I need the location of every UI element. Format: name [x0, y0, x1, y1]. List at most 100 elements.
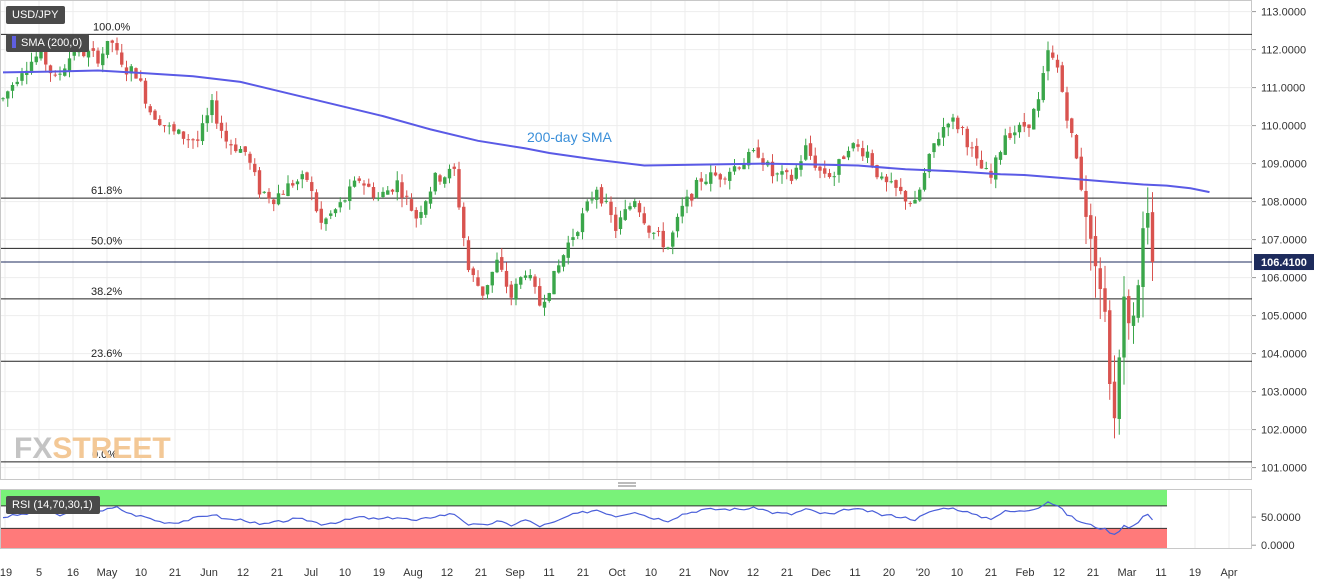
candle-body — [452, 166, 456, 169]
candle-body — [348, 186, 352, 201]
candle-body — [889, 181, 893, 183]
candle-body — [210, 100, 214, 116]
candle-body — [6, 91, 10, 99]
candle-body — [376, 197, 380, 200]
candle-body — [728, 171, 732, 181]
x-tick-label: Mar — [1118, 567, 1137, 579]
candle-body — [927, 153, 931, 173]
candle-body — [333, 209, 338, 214]
y-tick-label: 107.0000 — [1261, 235, 1307, 247]
sma-tag[interactable]: SMA (200,0) — [6, 34, 90, 52]
candle-body — [576, 232, 580, 236]
x-tick-label: 10 — [951, 567, 963, 579]
candle-body — [794, 167, 798, 179]
candle-body — [105, 40, 110, 55]
candle-body — [200, 123, 205, 142]
candle-body — [680, 205, 684, 217]
symbol-tag[interactable]: USD/JPY — [6, 6, 66, 24]
candle-body — [281, 193, 285, 195]
candle-body — [167, 125, 171, 127]
candle-body — [975, 145, 979, 159]
x-tick-label: Sep — [505, 567, 525, 579]
x-tick-label: '19 — [0, 567, 12, 579]
candle-body — [552, 270, 556, 295]
x-tick-label: Jun — [200, 567, 218, 579]
rsi-y-tick-label: 50.0000 — [1261, 512, 1301, 524]
candle-body — [44, 46, 48, 65]
candle-body — [1065, 92, 1069, 121]
candle-body — [922, 172, 927, 190]
candle-body — [979, 159, 984, 169]
candle-body — [842, 156, 846, 160]
x-tick-label: '20 — [916, 567, 930, 579]
candle-body — [215, 100, 219, 124]
y-tick-label: 103.0000 — [1261, 387, 1307, 399]
candle-body — [443, 177, 447, 184]
candle-body — [504, 270, 509, 287]
candle-body — [352, 180, 357, 187]
candle-body — [666, 247, 670, 249]
candle-body — [476, 277, 480, 286]
fib-label: 61.8% — [91, 185, 122, 197]
candle-body — [305, 172, 309, 180]
x-tick-label: 12 — [441, 567, 453, 579]
candle-body — [1, 98, 5, 100]
candle-body — [1013, 132, 1017, 136]
x-axis-labels: '19 5 16 May 10 21 Jun 12 21 Jul 10 19 Aug 12 21 Sep 11 2… — [0, 567, 1238, 579]
x-tick-label: 21 — [577, 567, 589, 579]
candle-body — [371, 186, 376, 198]
y-tick-label: 109.0000 — [1261, 159, 1307, 171]
candle-body — [884, 176, 889, 183]
candle-body — [984, 168, 988, 170]
x-tick-label: 21 — [169, 567, 181, 579]
x-tick-label: 21 — [271, 567, 283, 579]
candle-body — [91, 48, 95, 51]
x-tick-label: 19 — [1189, 567, 1201, 579]
candle-body — [500, 257, 504, 270]
x-tick-label: 21 — [475, 567, 487, 579]
candle-body — [523, 275, 528, 278]
x-tick-label: 21 — [1087, 567, 1099, 579]
candle-body — [400, 182, 404, 198]
candle-body — [196, 139, 200, 141]
candle-body — [823, 168, 827, 174]
candle-body — [357, 178, 361, 181]
sma-color-swatch — [12, 36, 16, 48]
rsi-oversold-zone — [1, 528, 1167, 548]
x-tick-label: 10 — [645, 567, 657, 579]
candle-body — [1008, 133, 1012, 138]
y-axis-labels: 113.0000 112.0000 111.0000 110.0000 109.0000… — [1261, 7, 1307, 475]
rsi-tag[interactable]: RSI (14,70,30,1) — [6, 496, 100, 514]
x-tick-label: Aug — [403, 567, 423, 579]
candle-body — [908, 203, 912, 205]
candle-body — [519, 277, 523, 285]
candle-body — [367, 183, 371, 187]
rsi-line — [2, 501, 1153, 535]
candle-body — [1070, 118, 1074, 133]
candle-body — [827, 173, 832, 177]
candle-body — [177, 129, 181, 134]
candle-body — [785, 170, 789, 173]
candle-body — [295, 181, 300, 185]
candle-body — [143, 80, 148, 104]
candle-body — [799, 161, 803, 170]
candle-body — [158, 119, 162, 126]
x-tick-label: 20 — [883, 567, 895, 579]
rsi-tag-label: RSI (14,70,30,1) — [12, 499, 93, 511]
candle-body — [956, 117, 960, 130]
x-tick-label: Jul — [304, 567, 318, 579]
candle-body — [10, 84, 15, 91]
candle-body — [533, 276, 537, 287]
candle-body — [637, 203, 642, 213]
y-tick-label: 104.0000 — [1261, 349, 1307, 361]
candle-body — [652, 232, 656, 234]
candle-body — [234, 144, 238, 152]
candle-body — [438, 175, 442, 182]
candle-body — [633, 201, 637, 207]
fib-label: 50.0% — [91, 235, 122, 247]
candle-body — [595, 189, 599, 200]
candle-body — [1117, 357, 1121, 419]
x-tick-label: 12 — [1053, 567, 1065, 579]
candle-body — [1146, 213, 1150, 228]
